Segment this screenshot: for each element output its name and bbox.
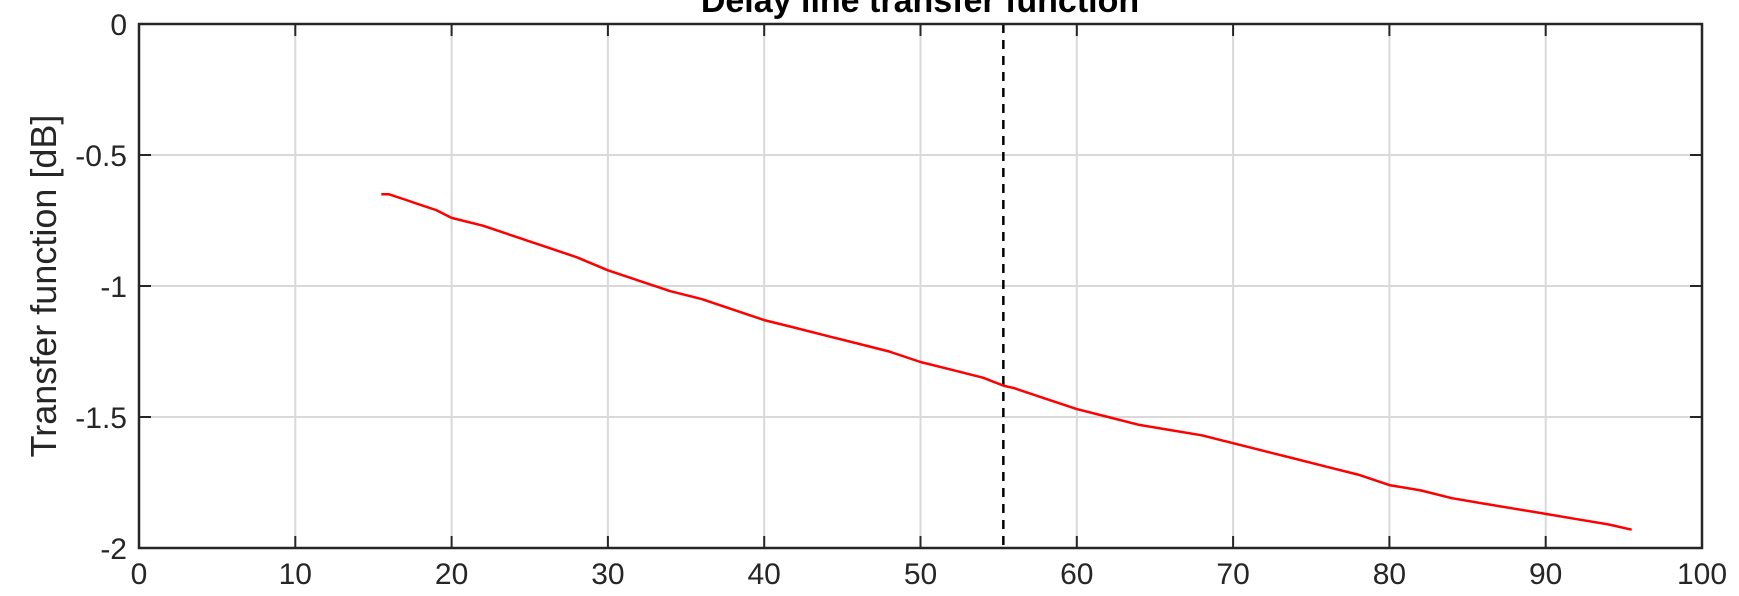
x-tick-label: 10 [279, 558, 312, 591]
x-tick-label: 60 [1060, 558, 1093, 591]
x-tick-label: 30 [591, 558, 624, 591]
y-tick-label: -1 [100, 271, 127, 304]
x-tick-label: 100 [1677, 558, 1727, 591]
series-layer [381, 193, 1632, 531]
grid [138, 23, 1703, 549]
y-tick-label: -1.5 [75, 402, 127, 435]
series-line [381, 193, 1632, 531]
x-tick-labels: 0 10 20 30 40 50 60 70 80 90 100 [131, 558, 1727, 591]
x-tick-label: 50 [904, 558, 937, 591]
x-tick-label: 80 [1373, 558, 1406, 591]
y-tick-label: 0 [110, 9, 127, 42]
ticks [138, 23, 1703, 549]
y-axis-label: Transfer function [dB] [23, 115, 64, 458]
x-tick-label: 70 [1216, 558, 1249, 591]
x-tick-label: 0 [131, 558, 148, 591]
chart-title: Delay line transfer function [701, 0, 1139, 20]
x-tick-label: 40 [748, 558, 781, 591]
x-tick-label: 20 [435, 558, 468, 591]
x-tick-label: 90 [1529, 558, 1562, 591]
y-tick-label: -0.5 [75, 140, 127, 173]
y-tick-labels: 0 -0.5 -1 -1.5 -2 [75, 9, 127, 566]
y-tick-label: -2 [100, 533, 127, 566]
